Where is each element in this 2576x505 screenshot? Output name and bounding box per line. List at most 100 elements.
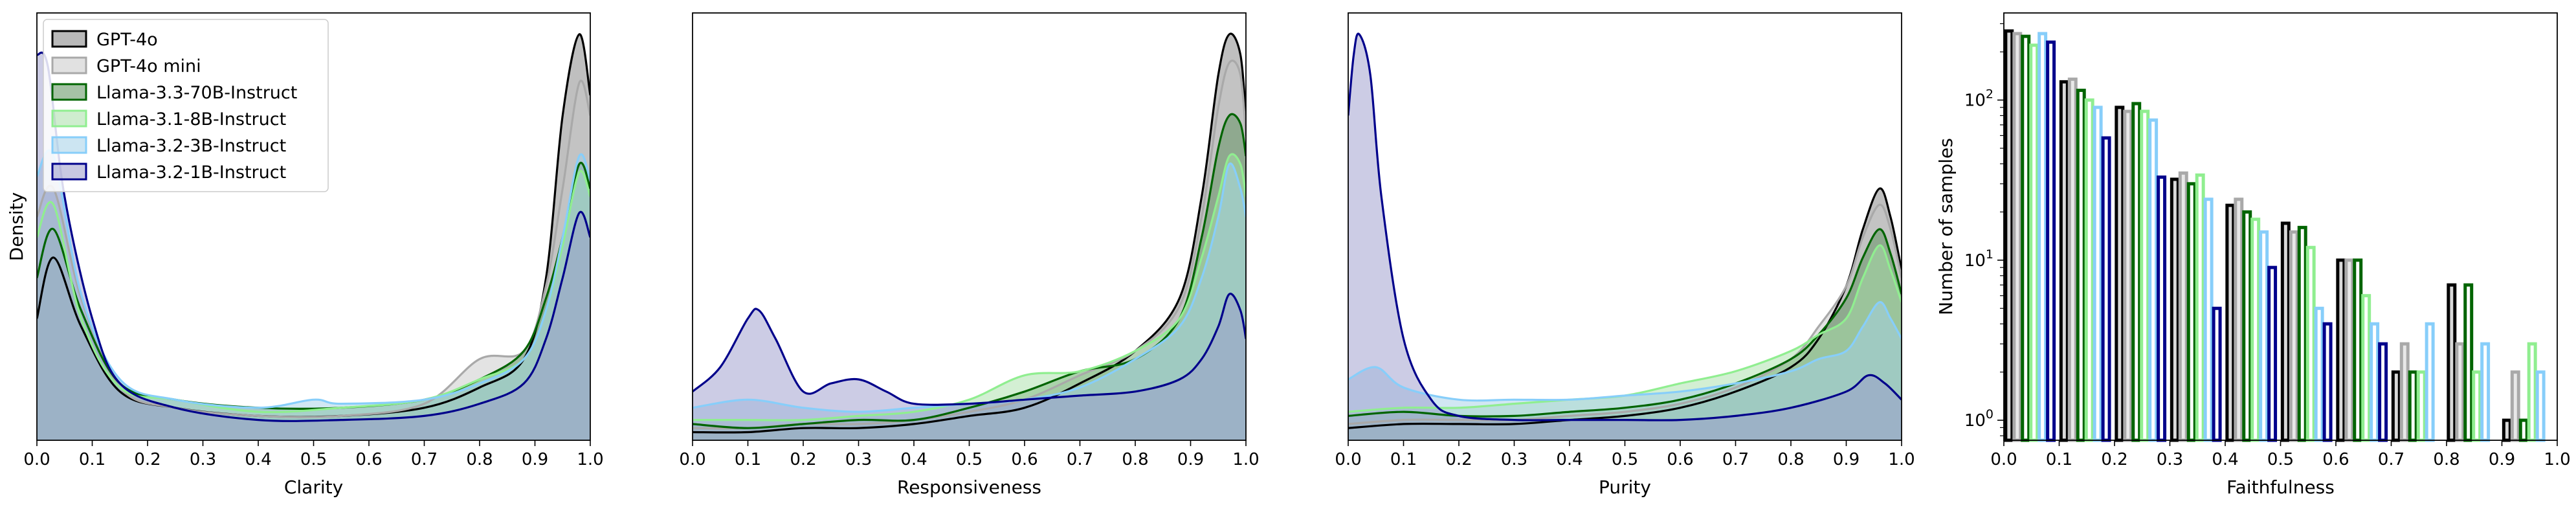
bar-llama-3-3-70b-instruct [2242,210,2252,442]
bar-llama-3-1-8b-instruct [2084,98,2094,442]
bar-llama-3-2-3b-instruct [2203,197,2214,442]
x-tick-label: 0.2 [790,450,816,469]
bar-llama-3-3-70b-instruct [2353,258,2363,442]
bar-llama-3-3-70b-instruct [2186,182,2197,442]
x-tick-label: 0.5 [2267,450,2294,469]
y-axis-label: Density [6,192,27,261]
bar-llama-3-2-3b-instruct [2370,322,2380,442]
legend-swatch-llama-3-2-1b-instruct [51,163,87,181]
x-tick-label: 0.6 [2322,450,2349,469]
density-line-gpt-4o [1348,187,1902,429]
x-tick-label: 0.8 [1122,450,1148,469]
clarity-density-panel: 0.0 0.1 0.2 0.3 0.4 0.5 0.6 0.7 0.8 0.9 1.0 Clarity… [6,12,604,498]
bar-llama-3-3-70b-instruct [2518,418,2529,442]
x-tick-label: 0.0 [1990,450,2017,469]
bar-llama-3-3-70b-instruct [2408,370,2418,442]
density-line-llama-3-1-8b-instruct [37,170,590,414]
x-tick-label: 0.3 [845,450,872,469]
x-tick-label: 0.6 [1011,450,1038,469]
x-tick-label: 0.9 [1833,450,1860,469]
bar-llama-3-2-1b-instruct [2212,306,2222,442]
legend-box [43,19,329,192]
x-axis-label: Responsiveness [897,477,1041,498]
purity-density-panel: 0.0 0.1 0.2 0.3 0.4 0.5 0.6 0.7 0.8 0.9 1.0 Purity [1335,12,1915,498]
x-tick-label: 1.0 [1232,450,1259,469]
density-line-llama-3-2-3b-instruct [693,162,1246,413]
bar-llama-3-2-1b-instruct [2322,322,2333,442]
bar-gpt-4o [2336,258,2346,442]
density-line-llama-3-2-3b-instruct [1348,301,1902,402]
x-tick-label: 0.0 [679,450,705,469]
bar-gpt-4o [2115,106,2125,442]
bar-gpt-4o [2059,80,2069,442]
x-tick-label: 0.2 [1445,450,1472,469]
x-tick-label: 0.2 [2101,450,2127,469]
density-line-gpt-4o-mini [37,80,590,418]
x-tick-label: 0.7 [411,450,438,469]
faithfulness-histogram-panel: 100 101 102 0.0 0.1 0.2 0.3 0.4 0.5 0.6 0.7 0.8 0.9 1… [1935,12,2571,498]
x-tick-label: 0.2 [134,450,161,469]
x-tick-label: 0.9 [1177,450,1204,469]
bar-gpt-4o [2170,177,2180,442]
x-tick-label: 0.3 [190,450,216,469]
bar-gpt-4o-mini [2344,258,2355,442]
density-line-gpt-4o [693,32,1246,434]
x-tick-label: 0.5 [1612,450,1638,469]
bar-gpt-4o-mini [2455,342,2465,442]
x-tick-label: 0.6 [1667,450,1693,469]
bar-llama-3-1-8b-instruct [2195,173,2205,442]
x-tick-label: 0.1 [1390,450,1417,469]
legend-swatch-llama-3-1-8b-instruct [51,109,87,128]
bar-gpt-4o-mini [2234,197,2244,442]
x-tick-label: 0.1 [79,450,105,469]
legend-label-llama-3-2-1b-instruct: Llama-3.2-1B-Instruct [96,163,286,183]
density-line-llama-3-2-1b-instruct [37,51,590,422]
bar-gpt-4o-mini [2123,109,2133,442]
bar-llama-3-3-70b-instruct [2131,102,2142,442]
bar-llama-3-1-8b-instruct [2250,218,2261,442]
x-tick-label: 0.6 [355,450,382,469]
legend-label-gpt-4o-mini: GPT-4o mini [96,56,201,76]
bar-llama-3-2-3b-instruct [2480,342,2491,442]
x-tick-label: 0.7 [1722,450,1749,469]
bar-llama-3-2-1b-instruct [2378,342,2388,442]
x-tick-label: 0.8 [1777,450,1804,469]
bar-llama-3-1-8b-instruct [2416,370,2426,442]
x-tick-label: 0.7 [2378,450,2404,469]
bar-llama-3-1-8b-instruct [2472,370,2482,442]
bar-llama-3-2-3b-instruct [2037,32,2048,442]
legend-label-llama-3-2-3b-instruct: Llama-3.2-3B-Instruct [96,136,286,156]
x-tick-label: 1.0 [1888,450,1915,469]
bar-llama-3-2-3b-instruct [2148,118,2159,442]
bar-llama-3-2-1b-instruct [2267,265,2278,442]
x-tick-label: 0.1 [2046,450,2072,469]
x-tick-label: 0.8 [2433,450,2459,469]
y-tick-label: 102 [1964,87,1993,111]
bar-gpt-4o-mini [2178,171,2188,442]
density-line-llama-3-2-1b-instruct [693,293,1246,406]
density-line-gpt-4o-mini [693,60,1246,430]
x-tick-label: 0.3 [1501,450,1527,469]
bar-llama-3-1-8b-instruct [2527,342,2537,442]
x-tick-label: 0.0 [1335,450,1361,469]
x-tick-label: 0.9 [2489,450,2515,469]
x-tick-label: 0.4 [1556,450,1582,469]
x-tick-label: 0.5 [956,450,983,469]
density-line-llama-3-1-8b-instruct [693,153,1246,421]
x-axis-label: Clarity [284,477,343,498]
bar-llama-3-2-3b-instruct [2425,322,2435,442]
density-fill-llama-3-2-1b-instruct [1348,33,1902,440]
bar-llama-3-1-8b-instruct [2029,43,2039,442]
responsiveness-density-panel: 0.0 0.1 0.2 0.3 0.4 0.5 0.6 0.7 0.8 0.9 1.0 Respons… [679,12,1260,498]
bar-llama-3-2-3b-instruct [2259,230,2269,442]
bar-llama-3-2-3b-instruct [2314,306,2324,442]
x-tick-label: 0.0 [23,450,50,469]
density-line-llama-3-2-3b-instruct [37,149,590,409]
bar-gpt-4o-mini [2067,77,2078,442]
x-tick-label: 0.4 [245,450,271,469]
bar-gpt-4o [2447,283,2457,442]
bar-llama-3-3-70b-instruct [2021,34,2031,442]
legend-swatch-gpt-4o [51,30,87,48]
bar-llama-3-2-1b-instruct [2101,136,2111,442]
